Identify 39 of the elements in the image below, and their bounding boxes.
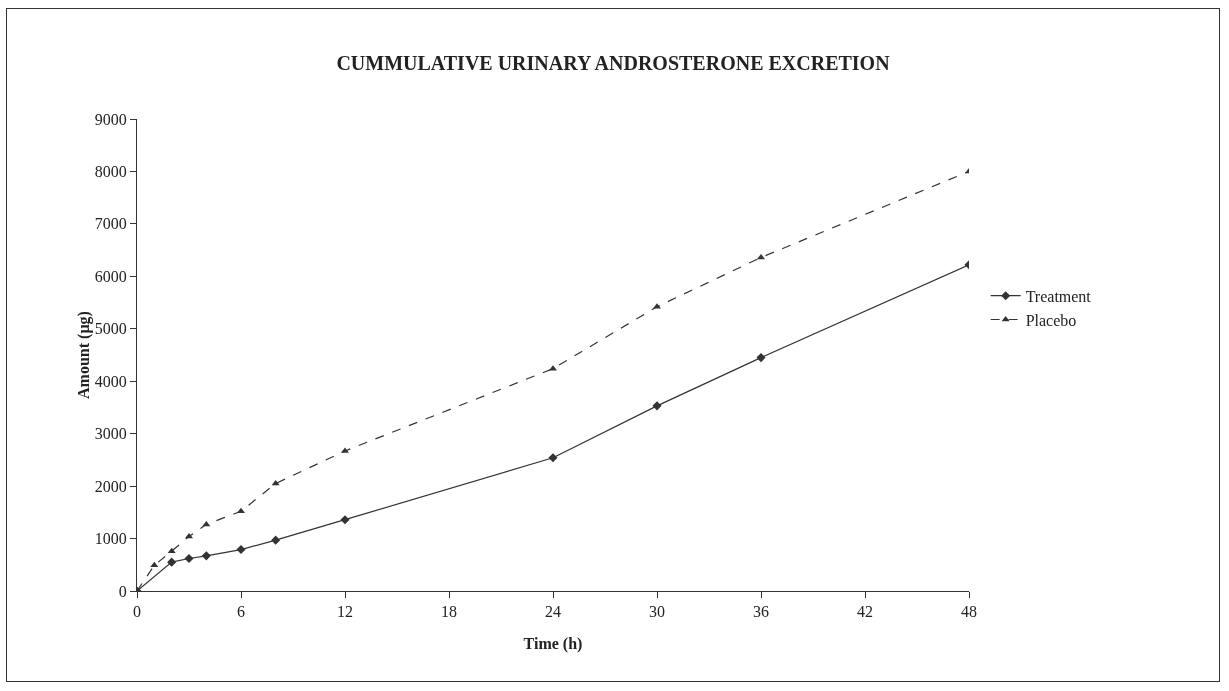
y-tick-label: 6000 [94,267,127,285]
point [167,557,177,567]
point [184,553,194,564]
legend-label: Placebo [1025,311,1077,329]
x-tick-label: 24 [545,603,561,621]
y-tick-label: 1000 [94,530,127,548]
point [756,253,766,260]
x-tick-label: 30 [649,603,665,621]
y-tick-label: 8000 [94,163,127,181]
point [236,545,246,555]
point [340,515,350,525]
point [184,532,194,539]
y-tick-label: 3000 [94,425,127,443]
legend-label: Treatment [1025,287,1092,305]
x-tick-label: 18 [441,603,457,621]
x-axis-title: Time (h) [523,635,583,653]
point [271,479,280,486]
x-tick-label: 12 [337,603,353,621]
point [756,353,766,363]
x-tick-label: 0 [133,603,141,621]
point [548,453,558,463]
y-tick-label: 9000 [94,110,127,128]
x-tick-label: 48 [961,603,977,621]
point [271,535,281,545]
y-tick-label: 7000 [94,215,127,233]
x-tick-label: 6 [237,603,245,621]
y-tick-label: 2000 [94,477,127,495]
y-tick-label: 5000 [94,320,127,338]
point [150,561,159,568]
chart-title: CUMMULATIVE URINARY ANDROSTERONE EXCRETION [336,52,891,75]
y-tick-label: 4000 [94,372,127,390]
point [201,551,211,561]
y-axis-title: Amount (µg) [74,311,93,399]
point [236,507,246,514]
point [652,401,662,411]
x-tick-label: 36 [753,603,769,621]
point [202,520,211,527]
x-tick-label: 42 [857,603,873,621]
y-tick-label: 0 [118,582,127,600]
